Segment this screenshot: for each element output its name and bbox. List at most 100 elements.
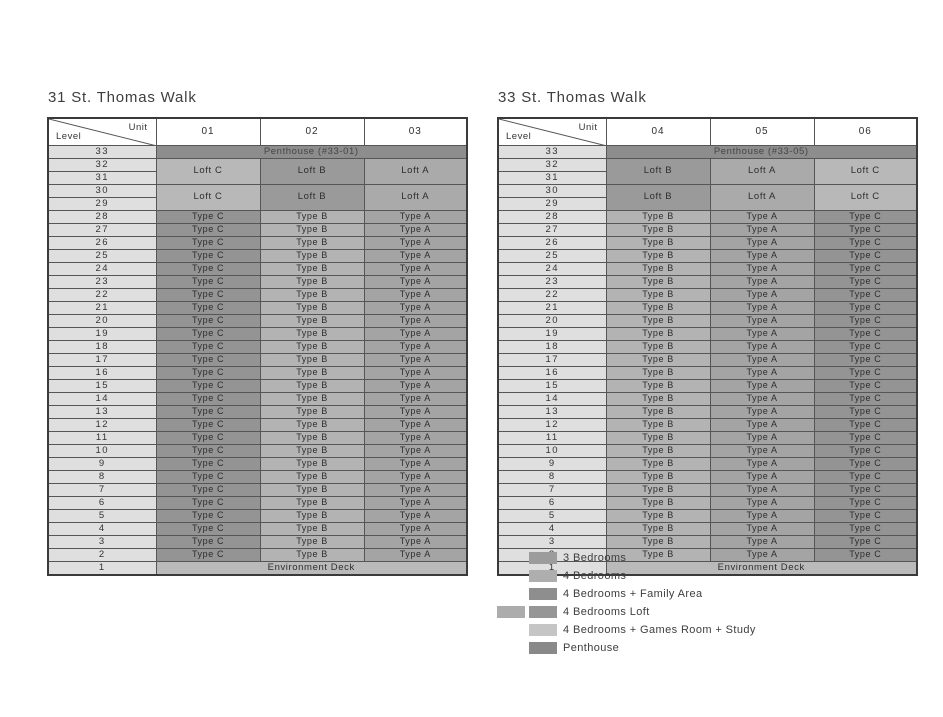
unit-type-cell: Type B (605, 326, 711, 341)
typical-row: 25 Type C Type B Type A (47, 248, 468, 263)
unit-type-cell: Type A (363, 469, 468, 484)
unit-column-header: 01 (155, 117, 261, 146)
loft-cell: Loft B (259, 183, 365, 211)
unit-type-cell: Type A (709, 339, 815, 354)
legend-item: 3 Bedrooms (497, 549, 756, 567)
unit-type-cell: Type B (259, 482, 365, 497)
unit-type-cell: Type A (363, 326, 468, 341)
typical-row: 3 Type B Type A Type C (497, 534, 918, 549)
unit-type-cell: Type B (605, 521, 711, 536)
typical-row: 26 Type C Type B Type A (47, 235, 468, 250)
tower-33-st-thomas-walk: 33 St. Thomas Walk Unit Level 04 05 06 33 Pent… (497, 89, 918, 576)
unit-type-cell: Type A (363, 365, 468, 380)
corner-level-label: Level (506, 131, 532, 142)
unit-type-cell: Type C (155, 222, 261, 237)
level-cell: 28 (497, 209, 607, 224)
typical-row: 19 Type B Type A Type C (497, 326, 918, 341)
table-header-row: Unit Level 04 05 06 (497, 117, 918, 146)
level-cell: 30 (47, 183, 157, 198)
level-cell: 11 (497, 430, 607, 445)
penthouse-cell: Penthouse (#33-05) (605, 144, 918, 159)
unit-type-cell: Type A (709, 313, 815, 328)
availability-table-mount-0: Unit Level 01 02 03 33 Penthouse (#33-01) 32 Lof… (47, 117, 468, 576)
typical-row: 22 Type C Type B Type A (47, 287, 468, 302)
unit-type-cell: Type C (813, 482, 918, 497)
unit-type-cell: Type A (363, 261, 468, 276)
unit-type-cell: Type C (813, 430, 918, 445)
typical-row: 10 Type B Type A Type C (497, 443, 918, 458)
unit-type-cell: Type C (813, 209, 918, 224)
level-cell: 12 (497, 417, 607, 432)
typical-row: 19 Type C Type B Type A (47, 326, 468, 341)
environment-deck-cell: Environment Deck (605, 560, 918, 575)
unit-type-cell: Type B (605, 313, 711, 328)
typical-row: 5 Type B Type A Type C (497, 508, 918, 523)
unit-type-cell: Type B (605, 508, 711, 523)
level-cell: 26 (47, 235, 157, 250)
typical-row: 27 Type C Type B Type A (47, 222, 468, 237)
unit-type-cell: Type C (813, 456, 918, 471)
unit-type-cell: Type B (605, 404, 711, 419)
environment-deck-row: 1 Environment Deck (497, 560, 918, 575)
unit-type-cell: Type A (363, 209, 468, 224)
level-cell: 17 (497, 352, 607, 367)
level-cell: 7 (47, 482, 157, 497)
unit-type-cell: Type C (155, 521, 261, 536)
typical-row: 23 Type C Type B Type A (47, 274, 468, 289)
level-cell: 18 (497, 339, 607, 354)
availability-table: Unit Level 01 02 03 33 Penthouse (#33-01) 32 Lof… (47, 117, 468, 576)
typical-row: 24 Type C Type B Type A (47, 261, 468, 276)
unit-type-cell: Type A (363, 352, 468, 367)
unit-type-cell: Type C (155, 456, 261, 471)
unit-type-cell: Type C (813, 495, 918, 510)
level-cell: 20 (497, 313, 607, 328)
unit-type-cell: Type C (813, 404, 918, 419)
typical-row: 8 Type B Type A Type C (497, 469, 918, 484)
unit-type-cell: Type B (605, 248, 711, 263)
typical-row: 2 Type C Type B Type A (47, 547, 468, 562)
unit-type-cell: Type B (259, 443, 365, 458)
unit-type-cell: Type C (155, 326, 261, 341)
unit-type-cell: Type A (363, 313, 468, 328)
unit-type-cell: Type C (155, 274, 261, 289)
unit-type-cell: Type A (363, 482, 468, 497)
typical-row: 28 Type C Type B Type A (47, 209, 468, 224)
unit-type-cell: Type A (709, 222, 815, 237)
level-cell: 9 (47, 456, 157, 471)
unit-column-header: 03 (363, 117, 468, 146)
unit-type-cell: Type C (813, 443, 918, 458)
unit-type-cell: Type B (259, 261, 365, 276)
typical-row: 14 Type C Type B Type A (47, 391, 468, 406)
unit-type-cell: Type B (605, 456, 711, 471)
level-cell: 4 (47, 521, 157, 536)
level-cell: 20 (47, 313, 157, 328)
unit-type-cell: Type C (813, 300, 918, 315)
level-cell: 31 (47, 170, 157, 185)
unit-type-cell: Type B (259, 248, 365, 263)
loft-row: 30 Loft B Loft A Loft C (497, 183, 918, 211)
unit-type-cell: Type A (363, 339, 468, 354)
typical-row: 11 Type C Type B Type A (47, 430, 468, 445)
loft-row: 31 (497, 170, 917, 185)
unit-type-cell: Type B (605, 469, 711, 484)
unit-type-cell: Type B (605, 222, 711, 237)
unit-type-cell: Type A (709, 378, 815, 393)
typical-row: 17 Type C Type B Type A (47, 352, 468, 367)
unit-type-cell: Type B (605, 339, 711, 354)
level-cell: 30 (497, 183, 607, 198)
typical-row: 18 Type B Type A Type C (497, 339, 918, 354)
unit-type-cell: Type A (363, 443, 468, 458)
typical-row: 13 Type C Type B Type A (47, 404, 468, 419)
legend-swatch-extra (497, 642, 525, 654)
unit-type-cell: Type A (363, 287, 468, 302)
legend-swatch (529, 552, 557, 564)
level-cell: 10 (47, 443, 157, 458)
unit-type-cell: Type A (363, 547, 468, 562)
unit-type-cell: Type A (709, 300, 815, 315)
unit-type-cell: Type B (605, 378, 711, 393)
loft-row: 29 (497, 196, 917, 211)
typical-row: 14 Type B Type A Type C (497, 391, 918, 406)
unit-type-cell: Type C (155, 209, 261, 224)
level-cell: 16 (497, 365, 607, 380)
unit-type-cell: Type B (259, 339, 365, 354)
